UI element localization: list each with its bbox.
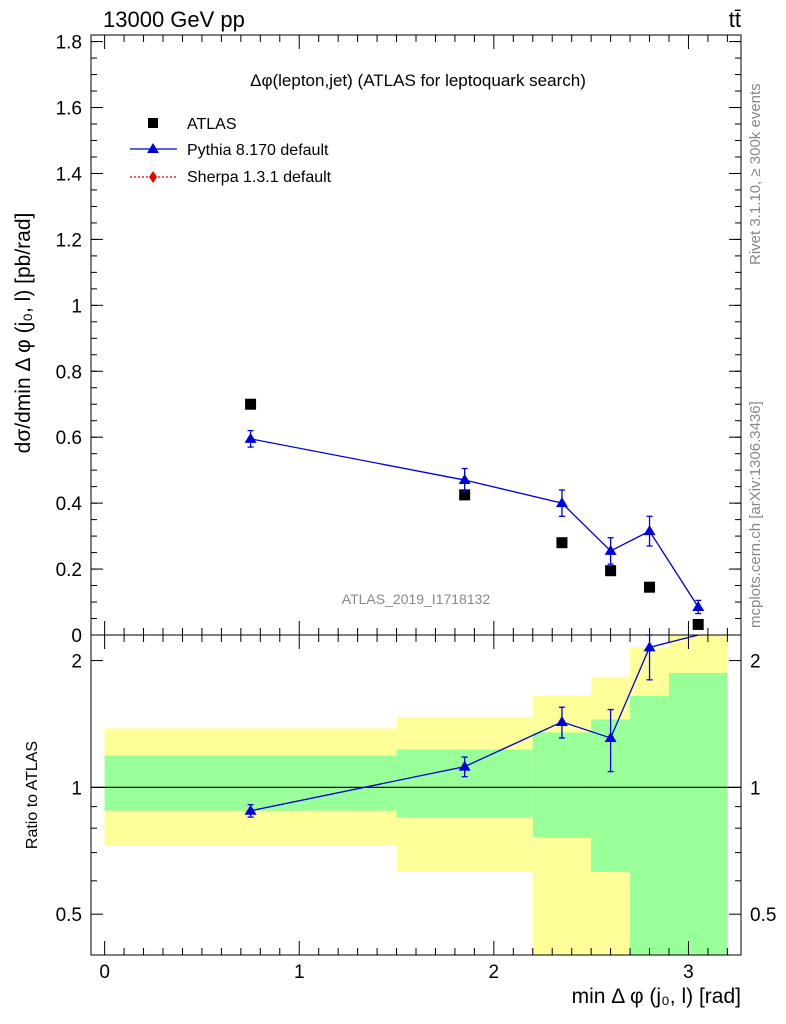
atlas-data-point [692,618,704,630]
ratio-green-band [668,672,728,955]
plot-title: Δφ(lepton,jet) (ATLAS for leptoquark sea… [250,71,586,90]
ratio-y-axis-label: Ratio to ATLAS [24,741,41,849]
legend-pythia-marker [147,143,159,153]
pythia-data-point [458,474,471,485]
pythia-ratio-point [555,715,568,726]
pythia-data-point [643,525,656,536]
pythia-ratio-point [604,731,617,742]
main-y-tick-label: 1.8 [56,33,82,54]
pythia-data-point [604,544,617,555]
ratio-green-band [630,695,669,955]
pythia-data-point [244,432,257,443]
main-y-tick-label: 1 [71,296,82,317]
legend-sherpa-label: Sherpa 1.3.1 default [187,169,332,186]
pythia-line [250,438,699,608]
pythia-data-point [692,600,705,611]
main-y-tick-label: 0.8 [56,362,82,383]
ratio-y-tick-label-right: 0.5 [750,905,776,926]
pythia-ratio-point [244,804,257,815]
main-y-tick-label: 0.2 [56,560,82,581]
ratio-y-tick-label-right: 2 [750,652,761,673]
ratio-green-band [104,755,397,811]
main-plot-marks [244,398,705,630]
ratio-axes: 0.5 0.5 1 1 2 2 0 1 2 3 [56,635,776,983]
ratio-panel: 0.5 0.5 1 1 2 2 0 1 2 3 Ratio to ATLAS min Δ φ (j… [24,634,776,1008]
ratio-plot-marks [91,634,741,818]
pythia-ratio-point [458,760,471,771]
main-y-axis: 0 0.2 0.4 0.6 0.8 1 1.2 1.4 1.6 1.8 [56,33,741,647]
main-y-tick-label: 1.4 [56,164,83,185]
main-y-tick-label: 0.4 [56,494,83,515]
legend-sherpa-marker [149,171,157,183]
legend-atlas-marker [148,118,158,128]
x-tick-label: 0 [99,962,110,983]
atlas-data-point [605,565,617,577]
main-panel: 0 0.2 0.4 0.6 0.8 1 1.2 1.4 1.6 1.8 Δφ(lepton,jet… [12,33,742,647]
collision-energy-label: 13000 GeV pp [103,7,245,32]
atlas-data-point [644,581,656,593]
pythia-ratio-point [643,641,656,652]
ratio-y-tick-label-left: 1 [71,778,82,799]
main-y-tick-label: 1.2 [56,230,82,251]
x-axis-label: min Δ φ (j₀, l) [rad] [572,985,741,1008]
atlas-data-point [556,537,568,549]
rivet-version-label: Rivet 3.1.10, ≥ 300k events [747,83,764,265]
atlas-data-point [459,489,471,501]
legend: ATLAS Pythia 8.170 default Sherpa 1.3.1 … [130,116,332,186]
mcplots-label: mcplots.cern.ch [arXiv:1306.3436] [747,401,764,628]
main-y-tick-label: 0 [71,626,82,647]
analysis-tag: ATLAS_2019_I1718132 [342,591,491,607]
pythia-data-point [555,497,568,508]
ratio-y-tick-label-right: 1 [750,778,761,799]
atlas-data-point [245,398,257,410]
main-y-tick-label: 0.6 [56,428,82,449]
legend-atlas-label: ATLAS [187,116,237,133]
main-y-axis-label: dσ/dmin Δ φ (j₀, l) [pb/rad] [12,213,35,454]
ratio-y-tick-label-left: 0.5 [56,905,82,926]
x-tick-label: 1 [294,962,305,983]
pythia-ratio-line [250,634,699,812]
x-tick-label: 2 [489,962,500,983]
ratio-uncertainty-bands [104,635,728,955]
x-tick-label: 3 [683,962,694,983]
process-label: tt̄ [729,7,741,32]
ratio-y-tick-label-left: 2 [71,652,82,673]
legend-pythia-label: Pythia 8.170 default [187,142,329,159]
main-y-tick-label: 1.6 [56,99,82,120]
ratio-green-band [532,732,592,838]
